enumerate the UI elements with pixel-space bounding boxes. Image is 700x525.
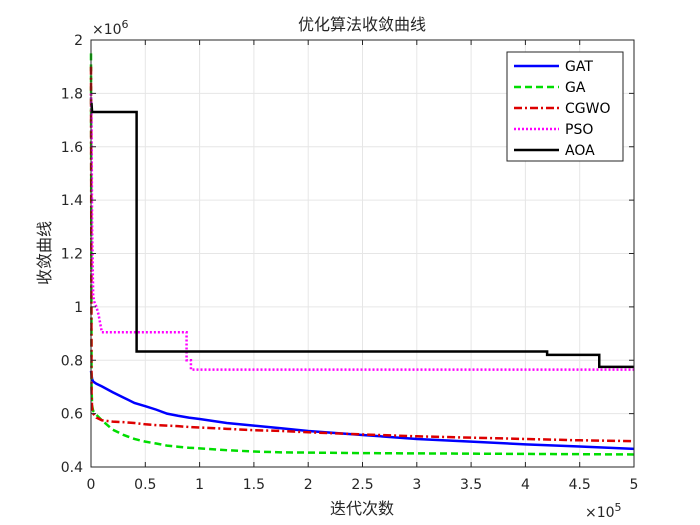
legend-label-cgwo: CGWO	[565, 101, 611, 117]
y-tick-label: 0.4	[61, 460, 83, 476]
y-axis-title: 收敛曲线	[35, 221, 54, 285]
legend-label-aoa: AOA	[565, 143, 595, 159]
x-tick-label: 4.5	[569, 477, 591, 493]
series-line-pso	[89, 93, 634, 371]
y-tick-label: 0.6	[61, 407, 83, 423]
series-lines	[89, 53, 635, 456]
legend: GAT GA CGWO PSO AOA	[506, 51, 624, 162]
legend-label-pso: PSO	[565, 122, 593, 138]
x-tick-label: 3.5	[460, 477, 482, 493]
y-tick-label: 1.8	[61, 86, 83, 102]
x-tick-label: 2	[304, 477, 313, 493]
x-axis-title: 迭代次数	[330, 499, 394, 518]
x-tick-label: 2.5	[351, 477, 373, 493]
y-tick-label: 1.2	[61, 247, 83, 263]
series-line-gat	[89, 370, 635, 451]
x-tick-label: 1	[195, 477, 204, 493]
chart-title: 优化算法收敛曲线	[298, 15, 426, 34]
x-tick-label: 4	[521, 477, 530, 493]
series-line-aoa	[90, 102, 634, 369]
y-tick-label: 0.8	[61, 353, 83, 369]
x-axis-multiplier: ×105	[585, 501, 622, 521]
y-tick-label: 1	[74, 300, 83, 316]
x-tick-label: 1.5	[243, 477, 265, 493]
series-line-cgwo	[89, 66, 635, 443]
y-tick-label: 1.4	[61, 193, 83, 209]
x-tick-label: 5	[630, 477, 639, 493]
x-tick-label: 0.5	[134, 477, 156, 493]
legend-label-ga: GA	[565, 80, 586, 96]
y-tick-label: 1.6	[61, 140, 83, 156]
x-tick-label: 0	[87, 477, 96, 493]
axis-ticks	[90, 39, 635, 468]
y-axis-multiplier: ×106	[92, 18, 129, 38]
series-line-ga	[89, 53, 635, 456]
legend-label-gat: GAT	[565, 59, 593, 75]
y-tick-label: 2	[74, 33, 83, 49]
tick-labels: 0 0.5 1 1.5 2 2.5 3 3.5 4 4.5 5 0.4 0.6 0.8 1 1.2 1.4 1.6…	[61, 33, 639, 493]
x-tick-label: 3	[412, 477, 421, 493]
